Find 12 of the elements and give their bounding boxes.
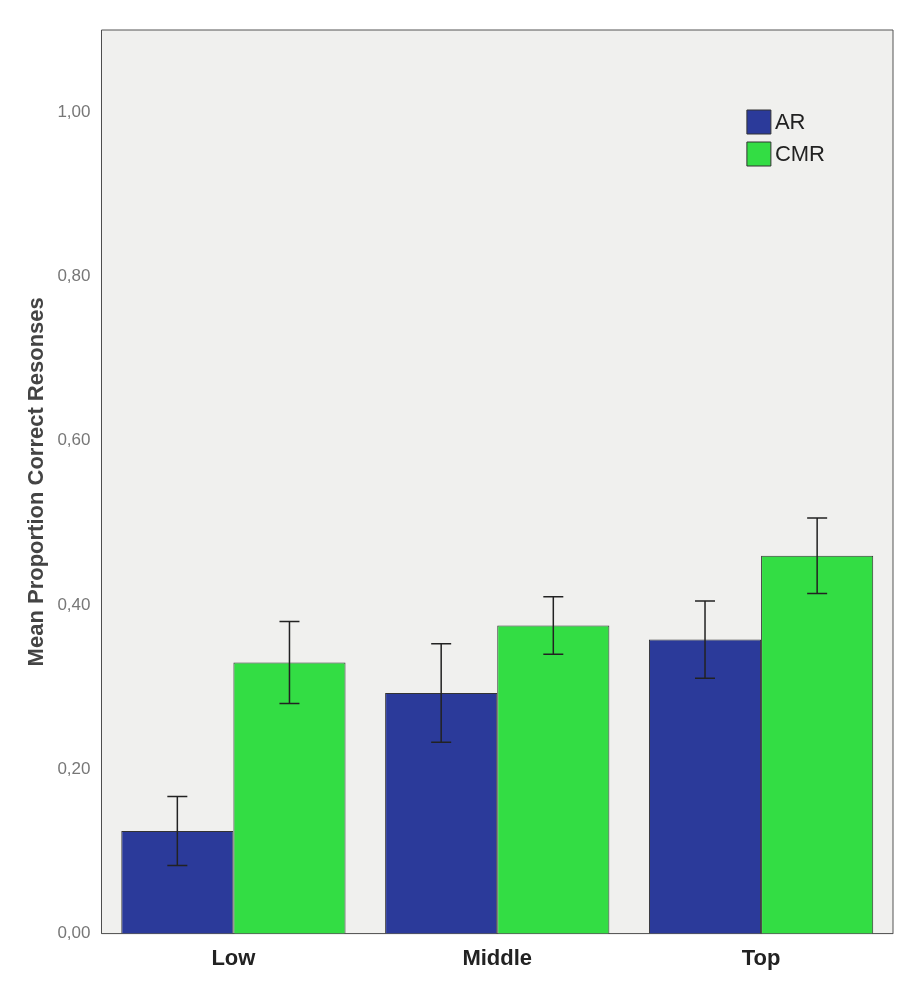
x-tick-label: Low [211,944,257,970]
y-tick-label: 0,40 [57,594,91,614]
y-tick-label: 0,60 [57,430,91,450]
x-tick-label: Middle [462,944,533,970]
y-tick-label: 0,80 [57,266,91,286]
legend-label: CMR [774,141,826,167]
y-tick-label: 0,20 [57,759,91,778]
y-tick-label: 0,00 [57,923,91,943]
y-axis-title: Mean Proportion Correct Resonses [23,297,49,667]
x-tick-label: Top [741,944,781,970]
legend-label: AR [774,109,806,135]
y-tick-label: 1,00 [57,101,91,121]
